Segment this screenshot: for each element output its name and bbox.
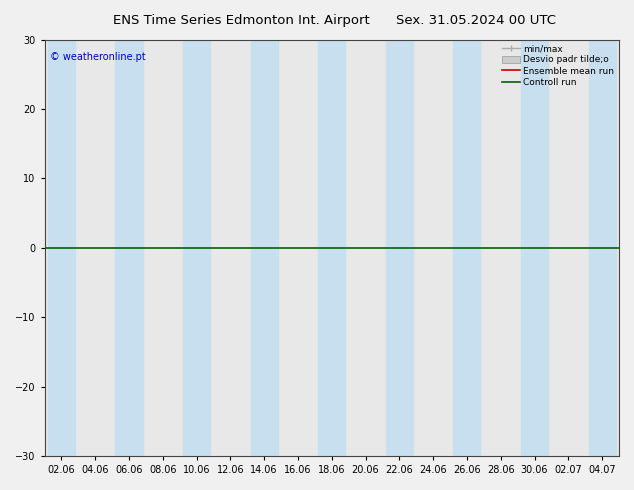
- Bar: [48, 40, 75, 456]
- Bar: [521, 40, 548, 456]
- Legend: min/max, Desvio padr tilde;o, Ensemble mean run, Controll run: min/max, Desvio padr tilde;o, Ensemble m…: [500, 42, 616, 89]
- Bar: [318, 40, 346, 456]
- Bar: [115, 40, 143, 456]
- Text: Sex. 31.05.2024 00 UTC: Sex. 31.05.2024 00 UTC: [396, 14, 555, 27]
- Bar: [183, 40, 210, 456]
- Bar: [588, 40, 616, 456]
- Bar: [453, 40, 481, 456]
- Bar: [386, 40, 413, 456]
- Text: © weatheronline.pt: © weatheronline.pt: [50, 52, 146, 62]
- Bar: [250, 40, 278, 456]
- Text: ENS Time Series Edmonton Int. Airport: ENS Time Series Edmonton Int. Airport: [113, 14, 369, 27]
